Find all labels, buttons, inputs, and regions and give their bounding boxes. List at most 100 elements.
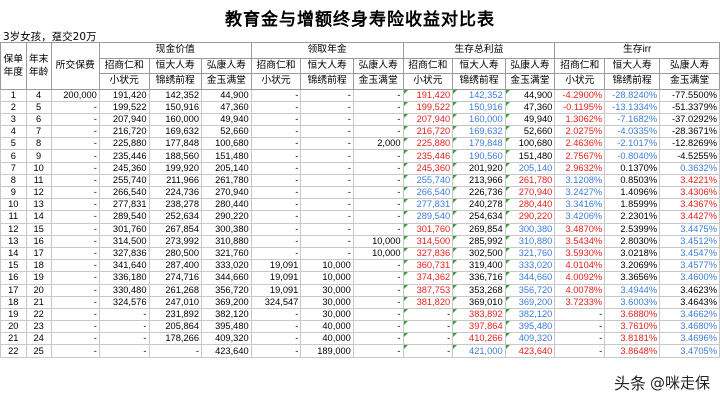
irr-cell: 3.8181% xyxy=(604,332,661,346)
table-row: 15 18-341,640 287,400 333,020 19,091 10,000-3… xyxy=(0,259,720,273)
total-benefit-cell: 374,362 xyxy=(402,271,454,285)
total-benefit-cell: 395,480 xyxy=(504,320,556,334)
cash-value-cell: 344,660 xyxy=(201,271,252,285)
policy-year-cell: 11 xyxy=(0,210,27,224)
annuity-cell: - xyxy=(352,295,404,309)
header-premium: 所交保费 xyxy=(50,42,100,90)
irr-cell: - xyxy=(554,344,606,358)
irr-cell: 3.3656% xyxy=(604,271,661,285)
total-benefit-cell: 201,920 xyxy=(452,161,506,175)
total-benefit-cell: 255,740 xyxy=(402,173,454,188)
total-benefit-cell: 369,200 xyxy=(504,295,556,309)
irr-cell: 3.2427% xyxy=(554,185,606,200)
table-row: 17 20-330,480 261,268 356,720 19,091 30,000-3… xyxy=(0,283,720,297)
header-group-total-benefit: 生存总利益 xyxy=(402,42,556,59)
irr-cell: 3.6003% xyxy=(604,295,661,309)
annuity-cell: - xyxy=(300,198,354,212)
policy-year-cell: 1 xyxy=(0,88,27,102)
annuity-cell: - xyxy=(250,100,302,114)
cash-value-cell: 395,480 xyxy=(201,320,252,334)
annuity-cell: - xyxy=(300,125,354,139)
premium-cell: - xyxy=(50,307,100,322)
irr-cell: 1.4096% xyxy=(604,185,661,200)
cash-value-cell: 211,966 xyxy=(148,173,203,188)
cash-value-cell: 49,940 xyxy=(201,112,252,127)
total-benefit-cell: 270,940 xyxy=(504,185,556,200)
cash-value-cell: 199,522 xyxy=(98,100,150,114)
total-benefit-cell: 151,480 xyxy=(504,149,556,163)
table-row: 6 9-235,446 188,560 151,480- - -235,446 190,56… xyxy=(0,149,720,163)
policy-year-cell: 13 xyxy=(0,234,27,248)
cash-value-cell: 151,480 xyxy=(201,149,252,163)
annuity-cell: - xyxy=(352,307,404,322)
cash-value-cell: 423,640 xyxy=(201,344,252,358)
header-company: 招商仁和 xyxy=(98,57,150,74)
irr-cell: 3.5434% xyxy=(554,234,606,248)
irr-cell: -28.3671% xyxy=(659,125,720,139)
annuity-cell: 30,000 xyxy=(300,295,354,309)
header-company: 招商仁和 xyxy=(250,57,302,74)
age-cell: 17 xyxy=(25,246,52,261)
watermark: 头条 @咪走保 xyxy=(614,370,710,394)
annuity-cell: - xyxy=(300,246,354,261)
cash-value-cell: 382,120 xyxy=(201,307,252,322)
header-company: 招商仁和 xyxy=(402,57,454,74)
age-cell: 21 xyxy=(25,295,52,309)
total-benefit-cell: 369,010 xyxy=(452,295,506,309)
header-product: 锦绣前程 xyxy=(148,73,203,90)
cash-value-cell: 188,560 xyxy=(148,149,203,163)
annuity-cell: - xyxy=(352,271,404,285)
cash-value-cell: 199,920 xyxy=(148,161,203,175)
annuity-cell: - xyxy=(250,125,302,139)
cash-value-cell: 324,576 xyxy=(98,295,150,309)
premium-cell: - xyxy=(50,161,100,175)
cash-value-cell: 252,634 xyxy=(148,210,203,224)
irr-cell: 3.4475% xyxy=(659,222,720,236)
total-benefit-cell: 336,716 xyxy=(452,271,506,285)
cash-value-cell: 261,268 xyxy=(148,283,203,297)
table-subtitle: 3岁女孩，趸交20万 xyxy=(3,31,97,43)
cash-value-cell: 216,720 xyxy=(98,125,150,139)
total-benefit-cell: 254,634 xyxy=(452,210,506,224)
total-benefit-cell: 205,140 xyxy=(504,161,556,175)
policy-year-cell: 10 xyxy=(0,198,27,212)
irr-cell: 4.0092% xyxy=(554,271,606,285)
annuity-cell: - xyxy=(352,149,404,163)
cash-value-cell: 267,854 xyxy=(148,222,203,236)
irr-cell: 3.2069% xyxy=(604,259,661,273)
cash-value-cell: 280,440 xyxy=(201,198,252,212)
table-row: 13 16-314,500 273,992 310,880- -10,000 314,50… xyxy=(0,234,720,248)
irr-cell: 3.6880% xyxy=(604,307,661,322)
premium-cell: - xyxy=(50,173,100,188)
premium-cell: - xyxy=(50,100,100,114)
total-benefit-cell: 269,854 xyxy=(452,222,506,236)
irr-cell: 3.4547% xyxy=(659,246,720,261)
cash-value-cell: 100,680 xyxy=(201,137,252,151)
annuity-cell: 10,000 xyxy=(300,259,354,273)
cash-value-cell: 261,780 xyxy=(201,173,252,188)
irr-cell: -4.2900% xyxy=(554,88,606,102)
annuity-cell: - xyxy=(250,222,302,236)
annuity-cell: - xyxy=(352,100,404,114)
header-product: 锦绣前程 xyxy=(452,73,506,90)
annuity-cell: - xyxy=(250,161,302,175)
cash-value-cell: 301,760 xyxy=(98,222,150,236)
premium-cell: - xyxy=(50,344,100,358)
annuity-cell: - xyxy=(250,185,302,200)
irr-cell: - xyxy=(554,320,606,334)
cash-value-cell: 169,632 xyxy=(148,125,203,139)
total-benefit-cell: 160,000 xyxy=(452,112,506,127)
table-row: 5 8-225,880 177,848 100,680- -2,000 225,880 17… xyxy=(0,137,720,151)
header-policy-year: 保单年度 xyxy=(0,42,27,90)
annuity-cell: 40,000 xyxy=(300,320,354,334)
premium-cell: - xyxy=(50,198,100,212)
annuity-cell: - xyxy=(250,320,302,334)
annuity-cell: 19,091 xyxy=(250,259,302,273)
cash-value-cell: 310,880 xyxy=(201,234,252,248)
cash-value-cell: 277,831 xyxy=(98,198,150,212)
premium-cell: - xyxy=(50,283,100,297)
age-cell: 18 xyxy=(25,259,52,273)
cash-value-cell: 207,940 xyxy=(98,112,150,127)
irr-cell: 2.0275% xyxy=(554,125,606,139)
cash-value-cell: 238,278 xyxy=(148,198,203,212)
